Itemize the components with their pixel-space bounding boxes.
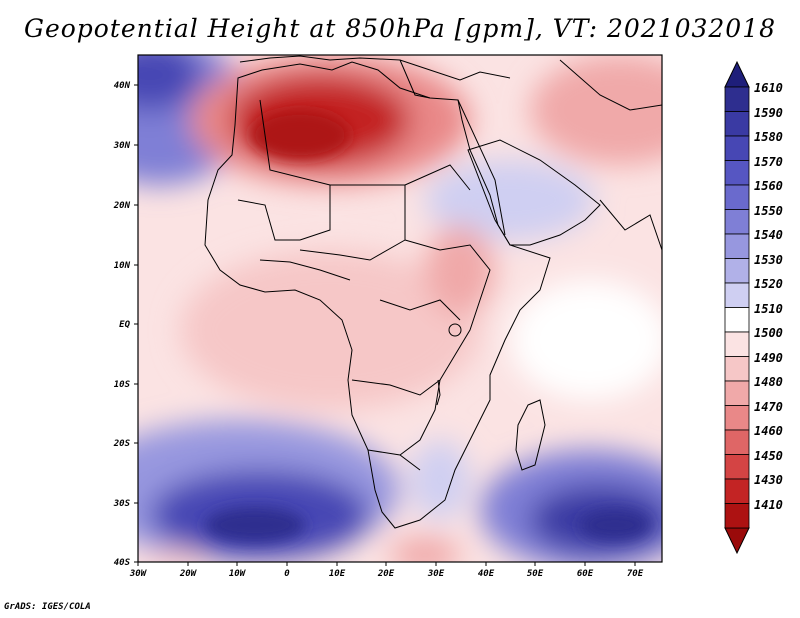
colorbar-swatch — [724, 478, 750, 504]
colorbar-label: 1430 — [754, 473, 783, 487]
colorbar-swatch — [724, 503, 750, 529]
colorbar-label: 1610 — [754, 81, 783, 95]
colorbar-swatch — [724, 429, 750, 455]
colorbar-swatch — [724, 111, 750, 137]
colorbar-label: 1540 — [754, 228, 783, 242]
lon-label: 60E — [577, 569, 594, 579]
lon-label: 20E — [377, 569, 395, 579]
colorbar-label: 1470 — [754, 400, 783, 414]
colorbar-swatch — [724, 209, 750, 235]
colorbar-swatch — [724, 331, 750, 357]
colorbar-swatch — [724, 405, 750, 431]
colorbar-swatch — [724, 184, 750, 210]
colorbar-label: 1450 — [754, 449, 783, 463]
lon-label: 10W — [229, 569, 247, 579]
axis-ticks — [134, 84, 636, 566]
colorbar-label: 1490 — [754, 351, 783, 365]
lon-label: 50E — [527, 569, 544, 579]
colorbar-label: 1410 — [754, 498, 783, 512]
lon-label: 20W — [179, 569, 198, 579]
lat-label: 40N — [114, 81, 131, 91]
lat-label: 40S — [114, 558, 131, 568]
lon-label: 10E — [329, 569, 346, 579]
footer-credit: GrADS: IGES/COLA — [4, 602, 91, 612]
colorbar-label: 1460 — [754, 424, 783, 438]
map-frame — [137, 54, 663, 563]
colorbar-label: 1530 — [754, 253, 783, 267]
colorbar: 1610 1590 1580 1570 1560 1550 1540 1530 … — [724, 60, 783, 555]
lat-labels: 40N 30N 20N 10N EQ 10S 20S 30S 40S — [113, 81, 131, 568]
height-field — [138, 55, 662, 562]
colorbar-label: 1550 — [754, 204, 783, 218]
lon-label: 30E — [427, 569, 445, 579]
colorbar-label: 1510 — [754, 302, 783, 316]
lat-label: 10N — [114, 261, 131, 271]
colorbar-swatch — [724, 258, 750, 284]
lat-label: 20N — [113, 201, 131, 211]
colorbar-label: 1560 — [754, 179, 783, 193]
lon-labels: 30W 20W 10W 0 10E 20E 30E 40E 50E 60E 70… — [129, 569, 644, 579]
colorbar-label: 1580 — [754, 130, 783, 144]
lon-label: 0 — [284, 569, 290, 579]
lat-label: 20S — [113, 439, 131, 449]
colorbar-swatch — [724, 160, 750, 186]
colorbar-swatch — [724, 356, 750, 382]
lat-label: 30S — [113, 499, 131, 509]
colorbar-swatch — [724, 454, 750, 480]
lon-label: 40E — [478, 569, 495, 579]
lat-label: EQ — [119, 320, 130, 330]
colorbar-swatch — [724, 380, 750, 406]
coastlines — [204, 55, 662, 529]
colorbar-label: 1570 — [754, 155, 783, 169]
colorbar-swatch — [724, 307, 750, 333]
colorbar-label: 1500 — [754, 326, 783, 340]
colorbar-bottom-arrow — [724, 527, 750, 555]
colorbar-swatch — [724, 282, 750, 308]
colorbar-label: 1480 — [754, 375, 783, 389]
lat-label: 10S — [114, 380, 131, 390]
chart-title: Geopotential Height at 850hPa [gpm], VT:… — [23, 14, 777, 43]
lon-label: 30W — [129, 569, 148, 579]
colorbar-swatch — [724, 86, 750, 112]
lat-label: 30N — [113, 141, 131, 151]
colorbar-label: 1520 — [754, 277, 783, 291]
colorbar-swatch — [724, 135, 750, 161]
colorbar-swatch — [724, 233, 750, 259]
lon-label: 70E — [627, 569, 644, 579]
colorbar-label: 1590 — [754, 106, 783, 120]
colorbar-top-arrow — [724, 60, 750, 88]
